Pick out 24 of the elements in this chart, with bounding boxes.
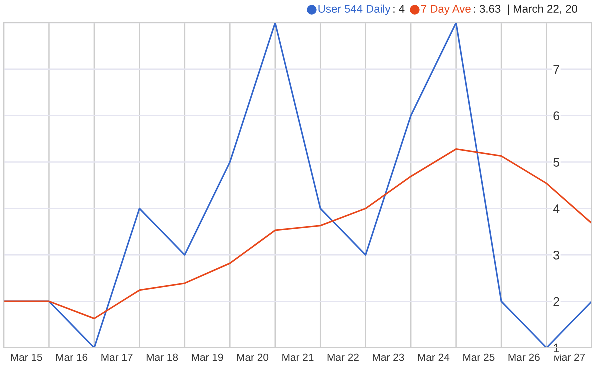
text: : 4: [394, 5, 405, 13]
x-tick-label: Mar 26: [508, 354, 540, 362]
y-tick-label: 6: [554, 112, 560, 121]
x-tick-label: Mar 15: [11, 354, 42, 362]
x-tick-label: Mar 22: [328, 354, 359, 362]
y-tick-label: 5: [554, 158, 560, 167]
x-tick-label: Mar 19: [192, 354, 224, 362]
x-tick-label: Mar 16: [56, 354, 88, 362]
legend-label: 7 Day Ave: [421, 5, 471, 16]
legend-label: User 544 Daily: [318, 4, 391, 16]
x-tick-label: Mar 18: [146, 354, 178, 362]
x-tick-label: Mar 17: [102, 354, 133, 362]
y-tick-label: 2: [554, 297, 560, 306]
line-series: [4, 148, 592, 320]
y-tick-label: 3: [554, 250, 560, 260]
y-tick-label: 7: [554, 65, 560, 74]
text: | March 22, 20: [508, 4, 578, 16]
y-tick-label: 4: [553, 204, 560, 214]
x-tick-label: Mar 23: [373, 354, 404, 362]
x-tick-label: Mar 21: [282, 354, 314, 362]
x-tick-label: Mar 20: [237, 354, 269, 362]
x-tick-label: Mar 24: [418, 354, 450, 362]
x-tick-label: Mar 25: [464, 354, 495, 362]
text: : 3.63: [474, 5, 501, 13]
